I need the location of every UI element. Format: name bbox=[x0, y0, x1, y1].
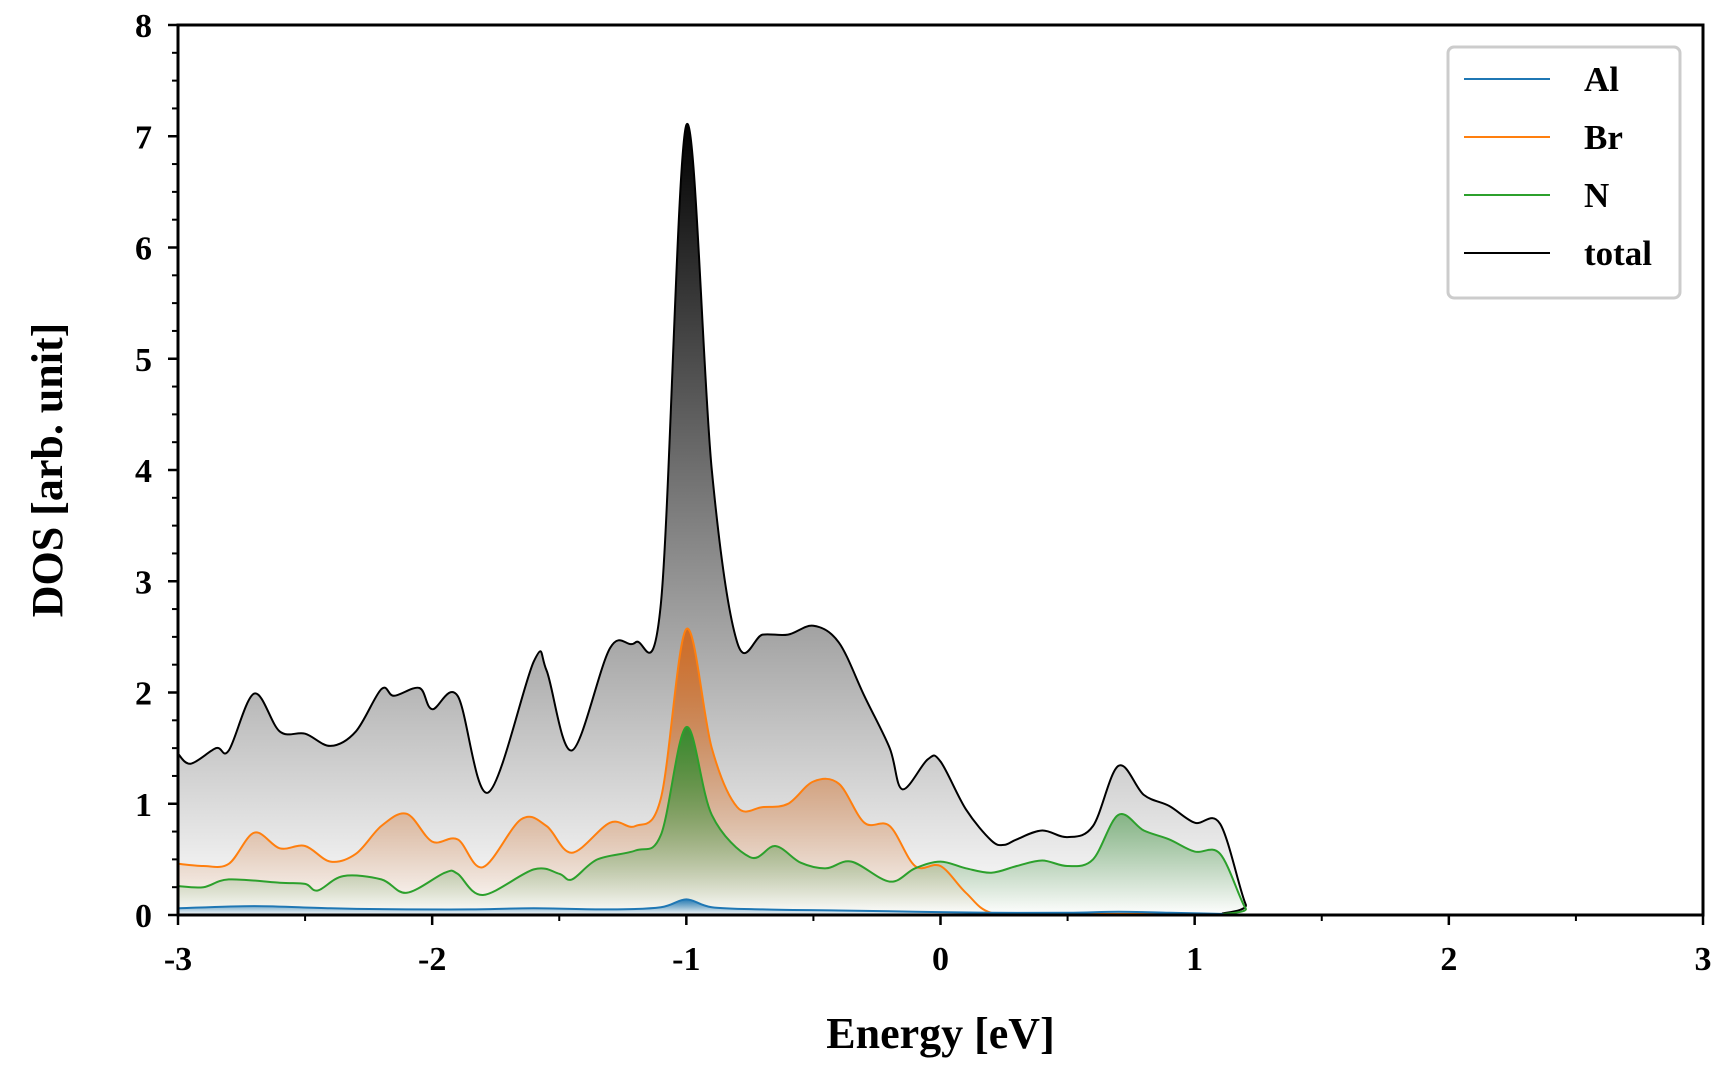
area-fill-total bbox=[178, 123, 1703, 916]
x-tick-label: -1 bbox=[672, 941, 700, 978]
axis-ticks bbox=[168, 23, 1705, 925]
x-tick-label: 2 bbox=[1440, 941, 1457, 978]
area-fill-al bbox=[178, 899, 1703, 915]
x-tick-label: 3 bbox=[1695, 941, 1712, 978]
y-axis-title: DOS [arb. unit] bbox=[23, 323, 72, 618]
axis-tick-labels: -3 -2 -1 0 1 2 3 0 1 2 3 4 5 6 7 8 bbox=[135, 8, 1712, 978]
y-tick-label: 7 bbox=[135, 119, 152, 156]
y-tick-label: 6 bbox=[135, 231, 152, 268]
x-tick-label: -3 bbox=[164, 941, 192, 978]
y-tick-label: 5 bbox=[135, 342, 152, 379]
series-line-n bbox=[177, 725, 1703, 917]
x-tick-label: -2 bbox=[418, 941, 446, 978]
x-tick-label: 0 bbox=[932, 941, 949, 978]
y-tick-label: 2 bbox=[135, 676, 152, 713]
y-tick-label: 4 bbox=[135, 453, 152, 490]
legend-box bbox=[1446, 45, 1682, 300]
area-fill-n bbox=[178, 726, 1703, 915]
legend-label-br: Br bbox=[1584, 118, 1623, 157]
legend-label-al: Al bbox=[1584, 60, 1619, 99]
x-tick-label: 1 bbox=[1186, 941, 1203, 978]
y-tick-label: 8 bbox=[135, 8, 152, 45]
legend-label-total: total bbox=[1584, 234, 1652, 273]
legend-label-n: N bbox=[1584, 176, 1609, 215]
y-tick-label: 1 bbox=[135, 787, 152, 824]
series-line-total bbox=[177, 122, 1703, 917]
y-tick-label: 3 bbox=[135, 564, 152, 601]
y-tick-label: 0 bbox=[135, 898, 152, 935]
x-axis-title: Energy [eV] bbox=[826, 1009, 1055, 1058]
